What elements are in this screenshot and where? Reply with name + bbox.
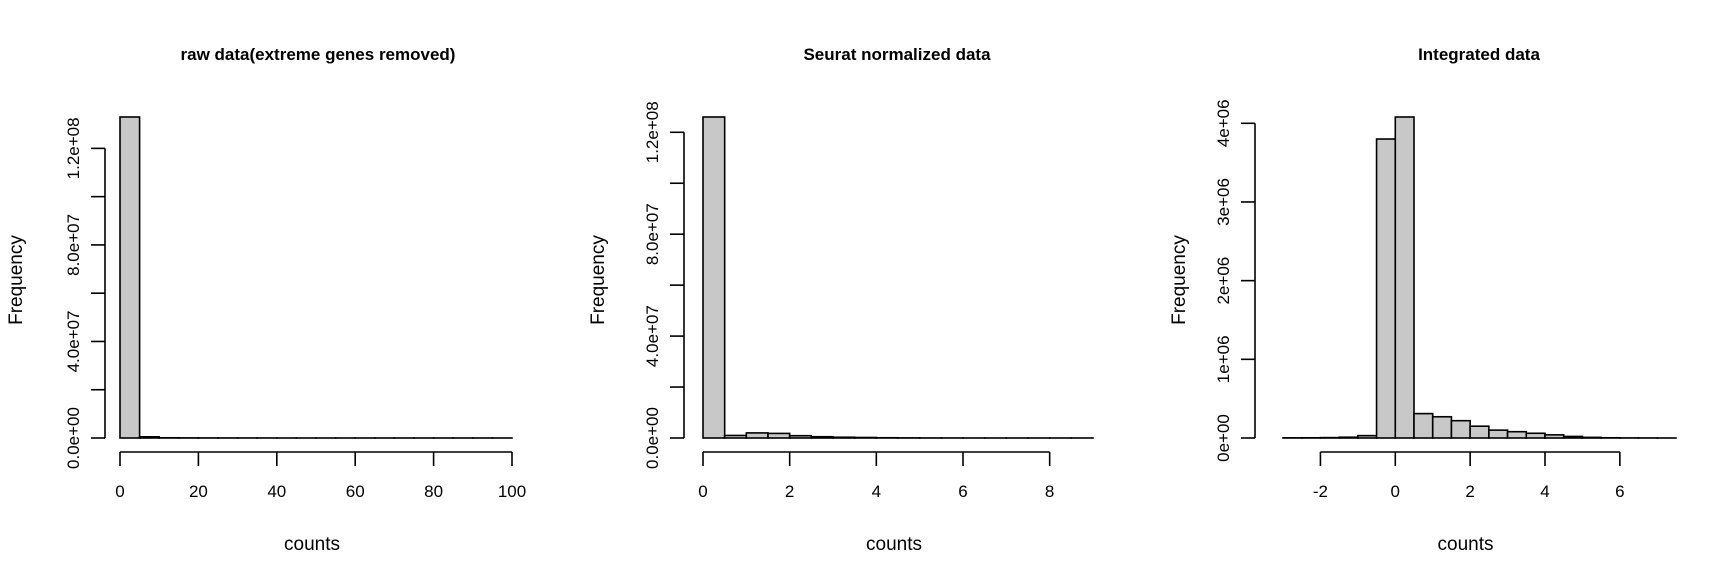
- histogram-bar: [853, 436, 878, 439]
- y-tick-label: 4.0e+07: [64, 310, 83, 372]
- histogram-bar: [1450, 419, 1471, 439]
- histogram-bar: [810, 435, 834, 439]
- histogram-bar: [1413, 412, 1434, 439]
- y-axis-label: Frequency: [1169, 235, 1190, 325]
- histogram-bar: [1562, 435, 1584, 439]
- x-tick-label: 60: [346, 482, 365, 501]
- histogram-bar: [1431, 415, 1453, 439]
- histogram-bar: [119, 116, 141, 439]
- x-tick-label: 2: [785, 482, 794, 501]
- x-tick-label: 100: [498, 482, 526, 501]
- histogram-bar: [832, 436, 856, 439]
- x-tick-label: 0: [115, 482, 124, 501]
- y-tick-label: 0.0e+00: [64, 407, 83, 469]
- x-tick-label: 0: [698, 482, 707, 501]
- y-tick-label: 4e+06: [1214, 99, 1233, 147]
- x-tick-label: 20: [189, 482, 208, 501]
- y-tick-label: 0.0e+00: [643, 407, 662, 469]
- x-tick-label: 2: [1465, 482, 1474, 501]
- x-tick-label: 40: [267, 482, 286, 501]
- chart-title: raw data(extreme genes removed): [181, 45, 456, 64]
- histogram-bar: [138, 435, 161, 439]
- histogram-bar: [1581, 436, 1602, 439]
- x-tick-label: 0: [1391, 482, 1400, 501]
- histogram-bar: [1394, 116, 1415, 439]
- histogram-bar: [723, 434, 748, 439]
- histogram-bar: [1506, 430, 1528, 439]
- x-axis-label: counts: [284, 534, 340, 555]
- x-axis-label: counts: [1438, 534, 1494, 555]
- x-tick-label: -2: [1313, 482, 1328, 501]
- histogram-bar: [702, 116, 726, 439]
- histogram-bar: [1338, 436, 1359, 439]
- y-tick-label: 2e+06: [1214, 257, 1233, 305]
- histogram-bar: [767, 432, 791, 439]
- y-tick-label: 0e+00: [1214, 414, 1233, 462]
- y-tick-label: 1.2e+08: [64, 117, 83, 179]
- y-axis-label: Frequency: [6, 235, 27, 325]
- y-tick-label: 3e+06: [1214, 178, 1233, 226]
- chart-title: Integrated data: [1418, 45, 1540, 64]
- histogram-bar: [788, 434, 813, 439]
- y-tick-label: 1.2e+08: [643, 101, 662, 163]
- x-tick-label: 80: [424, 482, 443, 501]
- x-tick-label: 6: [958, 482, 967, 501]
- histogram-bar: [1469, 425, 1490, 439]
- x-tick-label: 8: [1045, 482, 1054, 501]
- y-tick-label: 8.0e+07: [64, 214, 83, 276]
- y-axis-label: Frequency: [588, 235, 609, 325]
- y-tick-label: 4.0e+07: [643, 305, 662, 367]
- y-tick-label: 8.0e+07: [643, 203, 662, 265]
- x-tick-label: 4: [872, 482, 881, 501]
- histogram-bar: [1525, 432, 1546, 439]
- x-tick-label: 6: [1615, 482, 1624, 501]
- histogram-bar: [1488, 429, 1509, 439]
- histogram-bar: [1544, 434, 1565, 439]
- x-tick-label: 4: [1540, 482, 1549, 501]
- x-axis-label: counts: [866, 534, 922, 555]
- histogram-bar: [1375, 138, 1397, 439]
- histogram-bar: [745, 432, 769, 439]
- histogram-bar: [1357, 434, 1378, 439]
- y-tick-label: 1e+06: [1214, 335, 1233, 383]
- chart-title: Seurat normalized data: [803, 45, 991, 64]
